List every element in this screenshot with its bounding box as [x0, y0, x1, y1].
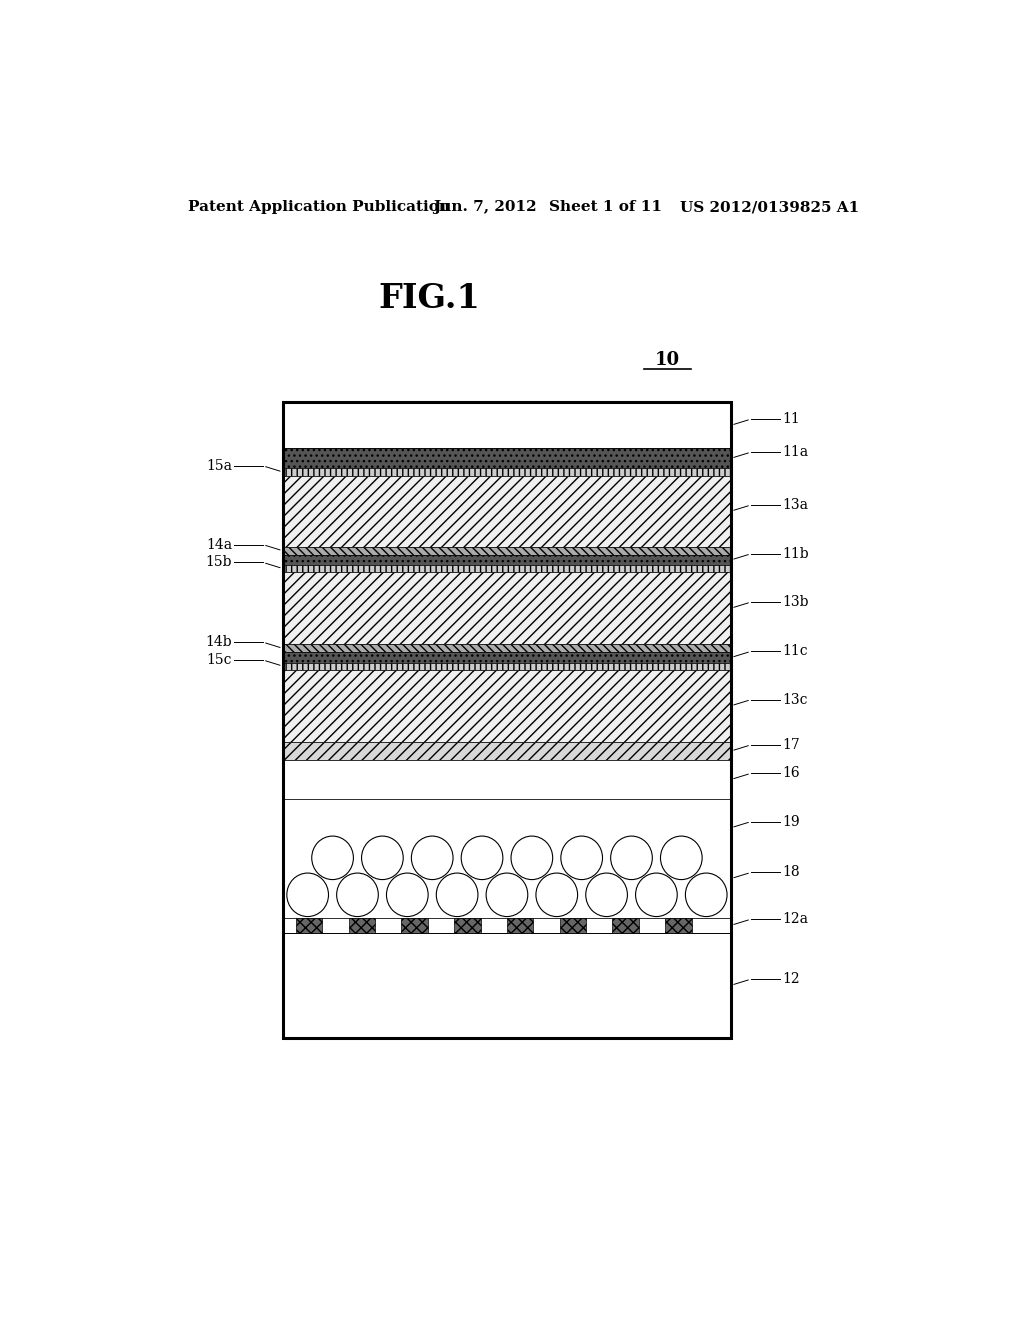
- Ellipse shape: [511, 836, 553, 879]
- Ellipse shape: [436, 873, 478, 916]
- Text: Jun. 7, 2012: Jun. 7, 2012: [433, 201, 538, 214]
- Ellipse shape: [610, 836, 652, 879]
- Ellipse shape: [586, 873, 628, 916]
- Bar: [349, 917, 375, 933]
- Ellipse shape: [311, 836, 353, 879]
- Text: 19: 19: [782, 814, 800, 829]
- Ellipse shape: [536, 873, 578, 916]
- Text: Sheet 1 of 11: Sheet 1 of 11: [549, 201, 662, 214]
- Bar: [296, 917, 323, 933]
- Bar: [283, 799, 731, 917]
- Bar: [401, 917, 428, 933]
- Bar: [283, 475, 731, 546]
- Text: 10: 10: [655, 351, 680, 368]
- Bar: [283, 652, 731, 663]
- Text: 15b: 15b: [206, 556, 232, 569]
- Bar: [283, 469, 731, 475]
- Ellipse shape: [287, 873, 329, 916]
- Ellipse shape: [386, 873, 428, 916]
- Bar: [283, 546, 731, 554]
- Bar: [283, 403, 731, 447]
- Text: 18: 18: [782, 866, 800, 879]
- Text: 11a: 11a: [782, 445, 808, 459]
- Bar: [283, 644, 731, 652]
- Text: US 2012/0139825 A1: US 2012/0139825 A1: [680, 201, 859, 214]
- Text: 12: 12: [782, 972, 800, 986]
- Ellipse shape: [361, 836, 403, 879]
- Text: 17: 17: [782, 738, 800, 752]
- Text: 15c: 15c: [207, 653, 232, 667]
- Text: 16: 16: [782, 767, 800, 780]
- Bar: [666, 917, 691, 933]
- Ellipse shape: [412, 836, 453, 879]
- Ellipse shape: [337, 873, 378, 916]
- Ellipse shape: [461, 836, 503, 879]
- Bar: [283, 917, 731, 933]
- Text: 11b: 11b: [782, 546, 809, 561]
- Bar: [283, 447, 731, 469]
- Text: Patent Application Publication: Patent Application Publication: [187, 201, 450, 214]
- Text: 13b: 13b: [782, 595, 808, 609]
- Text: 14a: 14a: [206, 537, 232, 552]
- Ellipse shape: [660, 836, 702, 879]
- Text: 12a: 12a: [782, 912, 808, 927]
- Bar: [283, 742, 731, 760]
- Text: FIG.1: FIG.1: [379, 282, 480, 315]
- Bar: [560, 917, 586, 933]
- Text: 11c: 11c: [782, 644, 808, 659]
- Text: 15a: 15a: [206, 459, 232, 473]
- Bar: [507, 917, 534, 933]
- Bar: [283, 554, 731, 565]
- Ellipse shape: [561, 836, 602, 879]
- Bar: [283, 933, 731, 1038]
- Bar: [283, 663, 731, 669]
- Bar: [283, 572, 731, 644]
- Ellipse shape: [685, 873, 727, 916]
- Text: 13c: 13c: [782, 693, 808, 706]
- Bar: [283, 760, 731, 799]
- Bar: [283, 565, 731, 572]
- Ellipse shape: [636, 873, 677, 916]
- Bar: [455, 917, 480, 933]
- Ellipse shape: [486, 873, 527, 916]
- Text: 13a: 13a: [782, 498, 808, 512]
- Bar: [283, 403, 731, 1038]
- Text: 11: 11: [782, 412, 800, 426]
- Bar: [612, 917, 639, 933]
- Text: 14b: 14b: [206, 635, 232, 649]
- Bar: [283, 669, 731, 742]
